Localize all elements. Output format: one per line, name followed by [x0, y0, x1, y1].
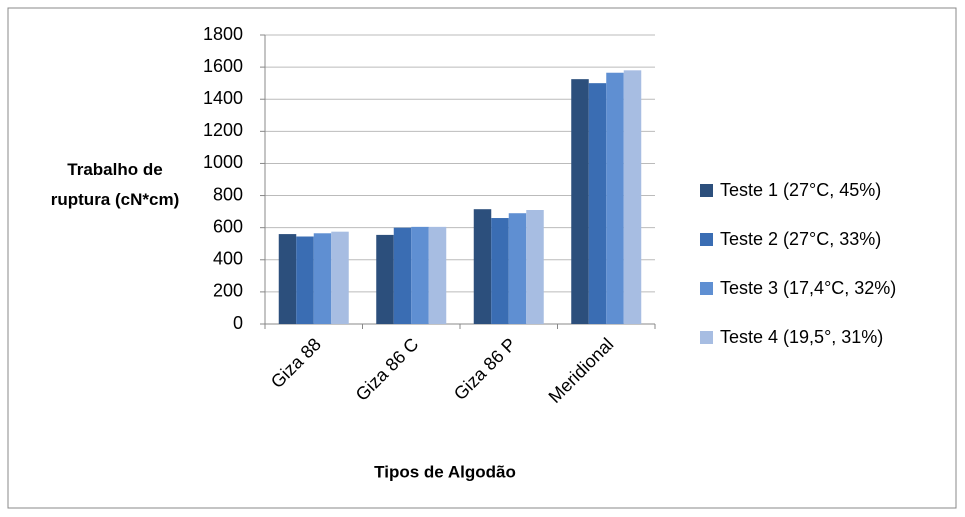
y-tick-label: 1400	[203, 88, 243, 108]
legend-label: Teste 4 (19,5°, 31%)	[720, 327, 883, 347]
bar	[508, 213, 527, 324]
bar	[588, 83, 607, 325]
legend-label: Teste 1 (27°C, 45%)	[720, 180, 881, 200]
bar	[571, 79, 589, 325]
legend-swatch	[700, 184, 713, 197]
bar	[473, 209, 492, 324]
bar	[393, 227, 412, 324]
bar	[331, 231, 349, 324]
legend-swatch	[700, 233, 713, 246]
y-axis-label: Trabalho de ruptura (cN*cm)	[50, 160, 180, 209]
bar	[428, 226, 447, 324]
bar	[313, 233, 332, 324]
legend-label: Teste 3 (17,4°C, 32%)	[720, 278, 896, 298]
bar	[376, 234, 394, 324]
y-tick-label: 400	[213, 249, 243, 269]
y-tick-label: 800	[213, 184, 243, 204]
bar	[606, 72, 624, 324]
y-tick-label: 1600	[203, 56, 243, 76]
y-tick-label: 1800	[203, 24, 243, 44]
legend-label: Teste 2 (27°C, 33%)	[720, 229, 881, 249]
legend-swatch	[700, 331, 713, 344]
y-tick-label: 1000	[203, 152, 243, 172]
bar	[623, 70, 642, 324]
y-tick-label: 600	[213, 216, 243, 236]
bar	[278, 234, 297, 324]
y-tick-label: 0	[233, 313, 243, 333]
x-axis-label: Tipos de Algodão	[374, 462, 516, 481]
bar	[491, 218, 509, 324]
legend-swatch	[700, 282, 713, 295]
bar	[296, 236, 314, 324]
bar	[526, 210, 544, 324]
y-tick-label: 200	[213, 281, 243, 301]
bar	[411, 226, 429, 324]
y-tick-label: 1200	[203, 120, 243, 140]
